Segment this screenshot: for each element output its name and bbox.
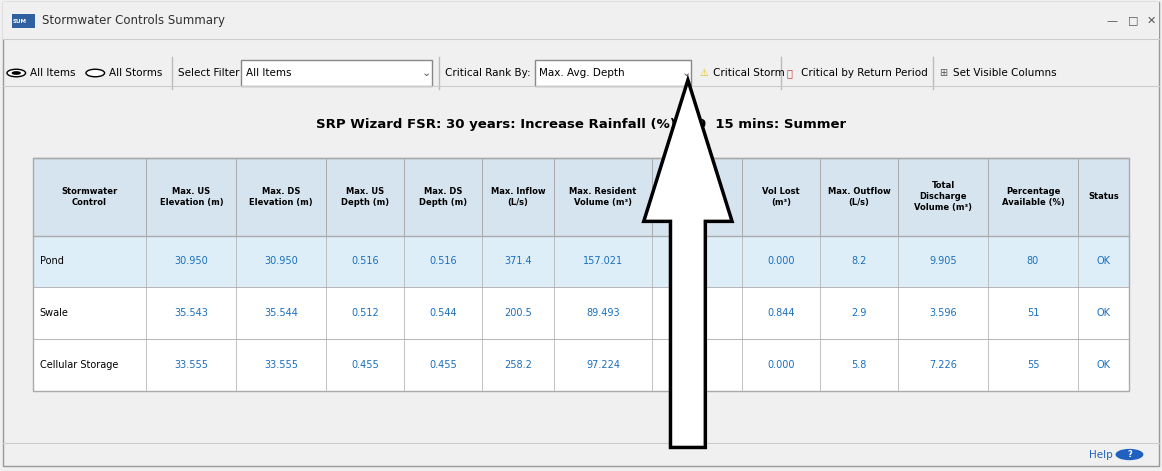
Bar [33, 287, 1129, 339]
Text: Max. Avg. Depth: Max. Avg. Depth [539, 68, 625, 78]
Text: Vol Lost
(m³): Vol Lost (m³) [762, 187, 799, 207]
Text: OK: OK [1097, 256, 1111, 267]
Text: All Items: All Items [246, 68, 292, 78]
Text: Total
Discharge
Volume (m³): Total Discharge Volume (m³) [914, 181, 973, 212]
Text: Stormwater
Control: Stormwater Control [62, 187, 117, 207]
Text: 0.516: 0.516 [429, 256, 457, 267]
Text: Max. Outflow
(L/s): Max. Outflow (L/s) [827, 187, 890, 207]
Circle shape [86, 69, 105, 77]
Text: Select Filter: Select Filter [178, 68, 239, 78]
Text: Critical Rank By:: Critical Rank By: [445, 68, 531, 78]
Text: 🗓: 🗓 [787, 68, 792, 78]
Text: Stormwater Controls Summary: Stormwater Controls Summary [42, 14, 224, 27]
Text: —: — [1106, 16, 1118, 26]
Text: 5.8: 5.8 [852, 360, 867, 370]
Text: 0.00: 0.00 [687, 360, 708, 370]
Text: Max. Inflow
(L/s): Max. Inflow (L/s) [490, 187, 545, 207]
Bar [12, 14, 35, 28]
Text: 51: 51 [1027, 308, 1039, 318]
Text: 8.2: 8.2 [852, 256, 867, 267]
Text: 258.2: 258.2 [504, 360, 532, 370]
Text: 157.021: 157.021 [583, 256, 623, 267]
Text: ✕: ✕ [1147, 16, 1156, 26]
Text: ⊞: ⊞ [939, 68, 947, 78]
Text: 0.455: 0.455 [351, 360, 379, 370]
Text: Set Visible Columns: Set Visible Columns [953, 68, 1056, 78]
Bar [241, 60, 432, 86]
Text: 0.00: 0.00 [687, 308, 708, 318]
Text: 0.512: 0.512 [351, 308, 379, 318]
Circle shape [7, 69, 26, 77]
Text: 35.543: 35.543 [174, 308, 208, 318]
Text: 0.00: 0.00 [687, 256, 708, 267]
Text: 7.226: 7.226 [930, 360, 957, 370]
Text: 0.000: 0.000 [767, 360, 795, 370]
Text: Max. DS
Elevation (m): Max. DS Elevation (m) [250, 187, 313, 207]
Text: 9.905: 9.905 [930, 256, 956, 267]
Text: Max. US
Depth (m): Max. US Depth (m) [342, 187, 389, 207]
Text: 30.950: 30.950 [265, 256, 299, 267]
Text: Cellular Storage: Cellular Storage [40, 360, 117, 370]
Text: 200.5: 200.5 [504, 308, 532, 318]
Text: 80: 80 [1027, 256, 1039, 267]
Text: OK: OK [1097, 360, 1111, 370]
Bar [3, 2, 1159, 39]
Text: 0.000: 0.000 [767, 256, 795, 267]
Text: 0.844: 0.844 [767, 308, 795, 318]
Text: ⌄: ⌄ [422, 68, 431, 78]
Text: 89.493: 89.493 [587, 308, 621, 318]
Text: 0.544: 0.544 [429, 308, 457, 318]
Text: Critical by Return Period: Critical by Return Period [801, 68, 927, 78]
Text: 33.555: 33.555 [174, 360, 208, 370]
Text: ?: ? [1127, 450, 1132, 459]
Text: 30.950: 30.950 [174, 256, 208, 267]
Bar [33, 236, 1129, 287]
Circle shape [1116, 449, 1143, 460]
Text: 0.455: 0.455 [429, 360, 457, 370]
Text: ⌄: ⌄ [682, 68, 691, 78]
Bar [33, 339, 1129, 391]
Text: ⚠: ⚠ [700, 68, 709, 78]
Circle shape [12, 71, 21, 75]
Text: Max. Flood
Volume (L: Max. Flood Volume (L [672, 187, 723, 207]
Text: 0.516: 0.516 [351, 256, 379, 267]
Text: All Storms: All Storms [109, 68, 163, 78]
Bar [33, 158, 1129, 391]
Text: SUM: SUM [13, 19, 27, 24]
Text: All Items: All Items [30, 68, 76, 78]
Text: Critical Storm: Critical Storm [713, 68, 786, 78]
Text: SRP Wizard FSR: 30 years: Increase Rainfall (%): +0  15 mins: Summer: SRP Wizard FSR: 30 years: Increase Rainf… [316, 118, 846, 131]
Text: 35.544: 35.544 [265, 308, 299, 318]
Text: 55: 55 [1027, 360, 1039, 370]
Text: OK: OK [1097, 308, 1111, 318]
Text: Max. Resident
Volume (m³): Max. Resident Volume (m³) [569, 187, 637, 207]
Text: Help: Help [1090, 449, 1113, 460]
Text: 3.596: 3.596 [930, 308, 956, 318]
Text: Swale: Swale [40, 308, 69, 318]
Text: 97.224: 97.224 [586, 360, 621, 370]
Text: Pond: Pond [40, 256, 64, 267]
Bar [535, 60, 691, 86]
Text: Percentage
Available (%): Percentage Available (%) [1002, 187, 1064, 207]
Polygon shape [644, 80, 732, 447]
Text: 2.9: 2.9 [852, 308, 867, 318]
Text: Max. US
Elevation (m): Max. US Elevation (m) [159, 187, 223, 207]
Text: 371.4: 371.4 [504, 256, 532, 267]
Text: Status: Status [1089, 192, 1119, 201]
Text: 33.555: 33.555 [264, 360, 299, 370]
Text: □: □ [1127, 16, 1139, 26]
Bar [33, 158, 1129, 236]
Text: Max. DS
Depth (m): Max. DS Depth (m) [419, 187, 467, 207]
